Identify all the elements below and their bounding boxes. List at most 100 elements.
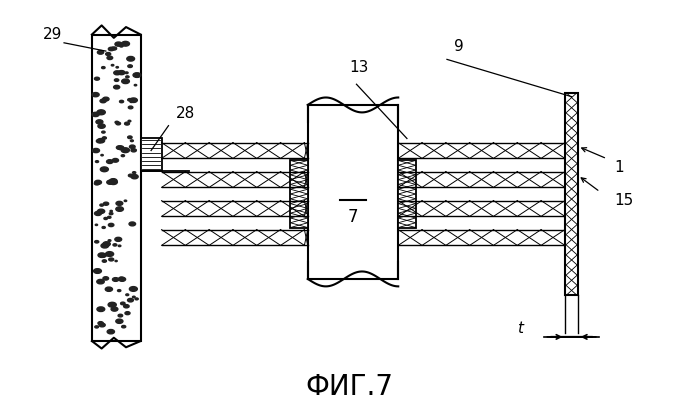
Circle shape	[101, 244, 108, 248]
Text: 28: 28	[175, 106, 195, 121]
Circle shape	[107, 56, 113, 60]
Circle shape	[130, 98, 137, 103]
Circle shape	[116, 207, 124, 211]
Text: ФИГ.7: ФИГ.7	[305, 373, 394, 401]
Circle shape	[117, 290, 121, 291]
Circle shape	[131, 149, 136, 152]
Bar	[398, 230, 565, 245]
Circle shape	[114, 85, 120, 89]
Circle shape	[130, 101, 133, 103]
Bar	[398, 201, 565, 216]
Circle shape	[95, 241, 99, 243]
Text: 9: 9	[454, 40, 463, 55]
Circle shape	[99, 323, 106, 327]
Circle shape	[111, 47, 117, 50]
Circle shape	[128, 65, 132, 68]
Circle shape	[94, 269, 101, 274]
Bar	[308, 105, 398, 279]
Bar	[398, 161, 416, 228]
Circle shape	[108, 240, 111, 241]
Circle shape	[92, 93, 99, 97]
Circle shape	[116, 319, 123, 323]
Circle shape	[108, 302, 116, 307]
Circle shape	[102, 131, 105, 133]
Circle shape	[94, 180, 101, 184]
Circle shape	[110, 178, 117, 183]
Circle shape	[129, 174, 133, 177]
Circle shape	[122, 325, 126, 328]
Circle shape	[114, 71, 120, 75]
Circle shape	[97, 110, 106, 115]
Circle shape	[117, 146, 122, 149]
Circle shape	[97, 307, 105, 311]
Circle shape	[101, 254, 106, 257]
Circle shape	[103, 242, 110, 246]
Circle shape	[124, 122, 129, 125]
Circle shape	[134, 84, 137, 86]
Circle shape	[133, 73, 141, 78]
Circle shape	[97, 50, 103, 54]
Text: 15: 15	[614, 193, 633, 208]
Circle shape	[126, 294, 129, 296]
Circle shape	[109, 180, 117, 185]
Circle shape	[103, 202, 108, 205]
Circle shape	[120, 45, 123, 47]
Circle shape	[109, 213, 113, 215]
Circle shape	[110, 210, 113, 212]
Text: 7: 7	[347, 208, 358, 226]
Circle shape	[118, 70, 125, 75]
Bar	[290, 161, 308, 228]
Circle shape	[124, 304, 129, 308]
Circle shape	[127, 299, 134, 302]
Circle shape	[119, 277, 126, 281]
Circle shape	[94, 182, 99, 185]
Circle shape	[106, 53, 110, 55]
Circle shape	[129, 222, 136, 226]
Circle shape	[113, 244, 117, 246]
Circle shape	[126, 76, 129, 78]
Circle shape	[115, 121, 119, 123]
Circle shape	[96, 279, 104, 284]
Circle shape	[92, 148, 99, 153]
Circle shape	[94, 77, 99, 80]
Circle shape	[98, 253, 106, 257]
Circle shape	[120, 100, 124, 103]
Circle shape	[103, 97, 109, 101]
Circle shape	[113, 158, 119, 162]
Text: 13: 13	[350, 60, 369, 75]
Circle shape	[131, 140, 134, 142]
Bar	[92, 35, 140, 341]
Circle shape	[102, 260, 106, 262]
Circle shape	[115, 79, 119, 81]
Circle shape	[135, 298, 138, 300]
Circle shape	[92, 112, 99, 117]
Circle shape	[118, 314, 122, 317]
Circle shape	[113, 278, 119, 281]
Circle shape	[106, 160, 113, 163]
Circle shape	[109, 258, 114, 261]
Circle shape	[122, 79, 129, 83]
Bar	[140, 138, 161, 171]
Circle shape	[121, 155, 124, 157]
Circle shape	[111, 307, 118, 311]
Circle shape	[107, 180, 114, 184]
Circle shape	[102, 137, 106, 139]
Circle shape	[129, 286, 137, 291]
Text: 1: 1	[614, 160, 624, 175]
Bar	[161, 143, 308, 158]
Circle shape	[125, 72, 128, 74]
Circle shape	[122, 41, 129, 46]
Circle shape	[120, 148, 123, 150]
Bar	[161, 201, 308, 216]
Circle shape	[115, 260, 117, 261]
Circle shape	[103, 277, 108, 280]
Circle shape	[108, 47, 114, 51]
Circle shape	[108, 224, 114, 226]
Circle shape	[131, 175, 138, 179]
Circle shape	[98, 124, 105, 128]
Circle shape	[95, 224, 98, 226]
Bar	[398, 172, 565, 187]
Circle shape	[96, 161, 99, 163]
Circle shape	[121, 148, 129, 153]
Circle shape	[115, 237, 122, 241]
